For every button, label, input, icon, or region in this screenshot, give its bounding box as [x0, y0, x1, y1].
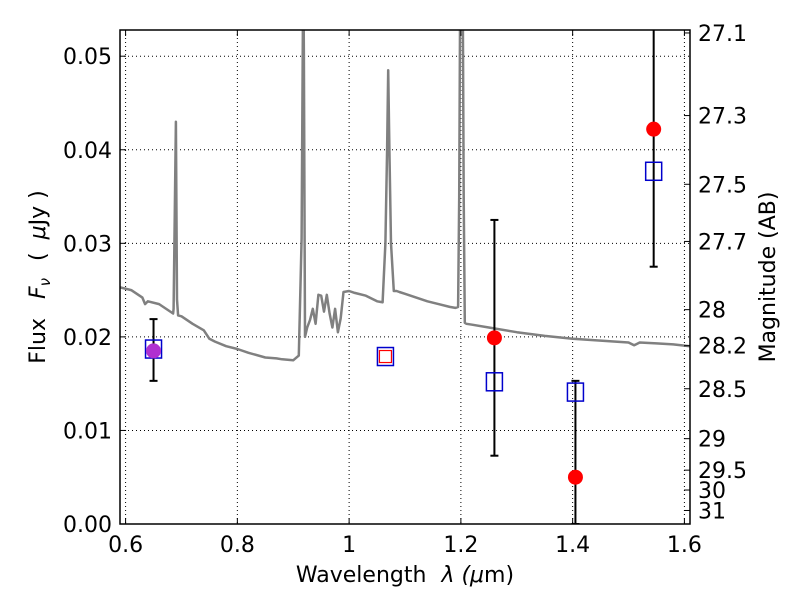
observed-point: [646, 121, 662, 137]
y2-tick-label: 27.5: [698, 173, 747, 198]
y2-tick-label: 31: [698, 499, 726, 524]
x-tick-label: 0.6: [108, 533, 143, 558]
x-tick-label: 1.6: [667, 533, 702, 558]
ticks: 0.6 0.8 1 1.2 1.4 1.6 0.00 0.01 0.02 0.03 0.04 0.05…: [63, 22, 747, 558]
x-label-lambda: λ (: [440, 563, 471, 588]
observed-point: [146, 343, 162, 359]
y-label-F: F: [26, 286, 51, 299]
y2-tick-label: 28.5: [698, 378, 747, 403]
y-axis-label: Flux Fν ( μJy ): [26, 190, 56, 363]
spectrum-line: [120, 30, 690, 362]
plot-frame: [119, 29, 691, 525]
series-layer: [120, 30, 690, 524]
x-tick-label: 0.8: [220, 533, 255, 558]
x-label-mu: μ: [469, 563, 484, 588]
y-tick-label: 0.05: [63, 45, 112, 70]
y2-tick-label: 28.2: [698, 335, 747, 360]
observed-inner-square: [378, 349, 393, 364]
x-tick-label: 1: [342, 533, 356, 558]
model-square: [566, 382, 585, 402]
y-tick-label: 0.04: [63, 139, 112, 164]
y-tick-label: 0.02: [63, 326, 112, 351]
y2-axis-label: Magnitude (AB): [756, 192, 781, 363]
y2-tick-label: 29: [698, 428, 726, 453]
model-square: [644, 161, 663, 182]
x-tick-label: 1.2: [443, 533, 478, 558]
grid: [120, 30, 690, 525]
y2-tick-label: 28: [698, 299, 726, 324]
y-tick-label: 0.03: [63, 232, 112, 257]
x-label-word: Wavelength: [296, 563, 427, 588]
y-tick-label: 0.01: [63, 419, 112, 444]
y-label-open: (: [26, 252, 51, 261]
observed-point: [567, 469, 583, 485]
model-square: [376, 346, 395, 367]
y-label-unit: Jy ): [26, 190, 51, 227]
y2-tick-label: 29.5: [698, 459, 747, 484]
y2-tick-label: 27.7: [698, 230, 747, 255]
y2-tick-label: 27.1: [698, 22, 747, 47]
x-tick-label: 1.4: [555, 533, 590, 558]
y2-tick-label: 27.3: [698, 105, 747, 130]
y-label-word: Flux: [26, 318, 51, 364]
model-square: [485, 372, 504, 392]
x-label-unit: m): [484, 563, 514, 588]
y2-tick-label: 30: [698, 479, 726, 504]
y-label-nu: ν: [36, 278, 54, 286]
y-tick-label: 0.00: [63, 513, 112, 538]
y-label-mu: μ: [26, 225, 51, 240]
x-axis-label: Wavelength λ (μm): [296, 563, 514, 588]
observed-point: [486, 330, 502, 346]
